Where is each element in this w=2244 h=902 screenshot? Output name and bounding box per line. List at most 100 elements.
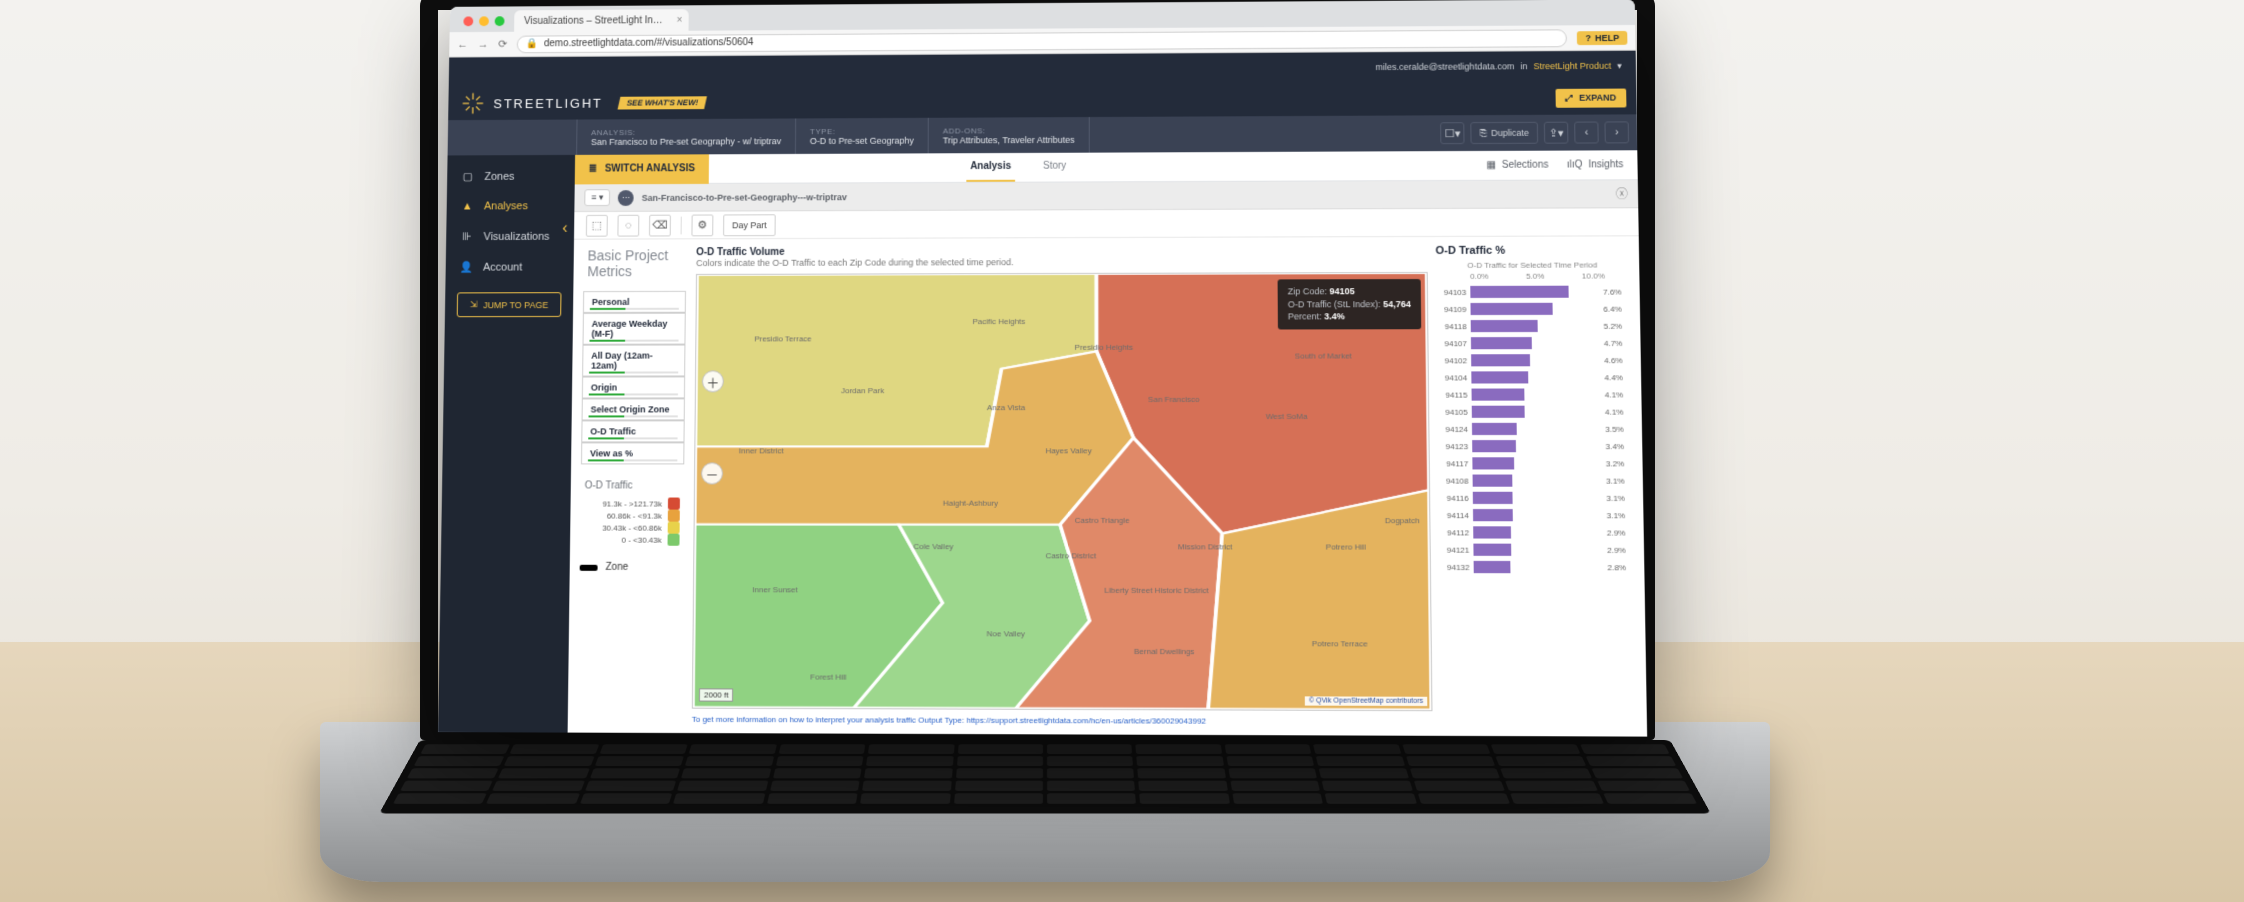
crumb-menu-button[interactable]: ≡ ▾ xyxy=(584,189,610,206)
utility-tab-selections[interactable]: ▦Selections xyxy=(1486,160,1548,171)
browser-tab[interactable]: Visualizations – StreetLight In… × xyxy=(514,9,688,32)
nav-reload-icon[interactable]: ⟳ xyxy=(498,38,507,51)
brand-logo[interactable]: STREETLIGHT xyxy=(460,90,603,116)
bookmark-button[interactable]: ☐▾ xyxy=(1440,122,1464,144)
neighborhood-label: Dogpatch xyxy=(1385,516,1420,525)
filter-select-origin-zone[interactable]: Select Origin Zone xyxy=(582,398,685,420)
bar-row[interactable]: 941212.9% xyxy=(1439,543,1634,557)
bar-row[interactable]: 941173.2% xyxy=(1438,456,1633,470)
bar-row[interactable]: 941024.6% xyxy=(1437,353,1631,367)
legend-row-label: 60.86k - <91.3k xyxy=(607,511,662,520)
url-input[interactable]: 🔒 demo.streetlightdata.com/#/visualizati… xyxy=(517,29,1568,53)
filter-origin[interactable]: Origin xyxy=(582,376,685,398)
jump-icon: ⇲ xyxy=(470,299,478,310)
bar-fill xyxy=(1473,526,1511,538)
expand-button[interactable]: ⤢ EXPAND xyxy=(1555,88,1626,107)
pager-next-button[interactable]: › xyxy=(1604,121,1629,143)
crumb-dot-button[interactable]: ⋯ xyxy=(618,190,634,206)
select-lasso-icon[interactable]: ◌ xyxy=(617,214,639,236)
bar-row[interactable]: 941074.7% xyxy=(1436,336,1630,350)
bar-track xyxy=(1471,320,1600,332)
legend-row-label: 0 - <30.43k xyxy=(621,535,661,544)
map-column: O-D Traffic Volume Colors indicate the O… xyxy=(688,237,1437,736)
help-label: HELP xyxy=(1595,32,1619,42)
bar-track xyxy=(1471,337,1600,349)
brand-mark-icon xyxy=(460,91,486,117)
filter-personal[interactable]: Personal xyxy=(583,291,686,313)
map-help-text: To get more information on how to interp… xyxy=(692,714,1433,727)
chart-column: O-D Traffic % O-D Traffic for Selected T… xyxy=(1431,236,1647,736)
breadcrumb-close-icon[interactable]: ⓧ xyxy=(1616,185,1628,202)
utility-tab-label: Selections xyxy=(1502,160,1549,171)
breadcrumb-bar: ≡ ▾ ⋯ San-Francisco-to-Pre-set-Geography… xyxy=(574,180,1638,212)
bar-row[interactable]: 941143.1% xyxy=(1438,508,1633,522)
select-rect-icon[interactable]: ⬚ xyxy=(586,214,608,236)
map-help-link[interactable]: https://support.streetlightdata.com/hc/e… xyxy=(966,715,1206,725)
daypart-button[interactable]: Day Part xyxy=(723,214,776,236)
bar-row[interactable]: 941233.4% xyxy=(1438,439,1633,453)
sidebar-item-visualizations[interactable]: ⊪Visualizations xyxy=(446,221,574,252)
bar-row[interactable]: 941185.2% xyxy=(1436,319,1630,333)
bar-label: 94112 xyxy=(1439,528,1470,537)
jump-to-page-button[interactable]: ⇲ JUMP TO PAGE xyxy=(457,292,562,317)
duplicate-button[interactable]: ⎘ Duplicate xyxy=(1471,122,1539,144)
window-close-icon[interactable] xyxy=(463,16,473,26)
filter-all-day-12am-12am-[interactable]: All Day (12am-12am) xyxy=(582,345,685,377)
bar-row[interactable]: 941096.4% xyxy=(1436,302,1630,316)
product-link[interactable]: StreetLight Product xyxy=(1533,61,1611,71)
switch-analysis-button[interactable]: ≣ SWITCH ANALYSIS xyxy=(575,154,709,184)
product-dropdown-icon[interactable]: ▾ xyxy=(1617,60,1622,71)
filter-average-weekday-m-f-[interactable]: Average Weekday (M-F) xyxy=(583,313,686,345)
sidebar-item-zones[interactable]: ▢Zones xyxy=(447,161,575,192)
bar-row[interactable]: 941122.9% xyxy=(1439,525,1634,539)
bar-label: 94124 xyxy=(1437,424,1468,433)
sidebar-collapse-icon[interactable]: ‹ xyxy=(562,220,567,238)
bar-row[interactable]: 941163.1% xyxy=(1438,491,1633,505)
whats-new-badge[interactable]: SEE WHAT'S NEW! xyxy=(617,96,707,109)
bar-track xyxy=(1473,492,1603,504)
bar-row[interactable]: 941044.4% xyxy=(1437,370,1631,384)
export-button[interactable]: ⇪▾ xyxy=(1544,122,1569,144)
bar-fill xyxy=(1470,286,1568,298)
tab-story[interactable]: Story xyxy=(1039,153,1070,182)
bar-row[interactable]: 941322.8% xyxy=(1439,560,1634,575)
pager-prev-button[interactable]: ‹ xyxy=(1574,122,1599,144)
help-button[interactable]: ? HELP xyxy=(1577,30,1627,44)
nav-forward-icon[interactable]: → xyxy=(478,38,489,50)
filter-o-d-traffic[interactable]: O-D Traffic xyxy=(581,420,684,442)
bar-row[interactable]: 941083.1% xyxy=(1438,474,1633,488)
legend-row: 0 - <30.43k xyxy=(580,534,684,546)
info-type-value: O-D to Pre-set Geography xyxy=(810,135,914,145)
settings-gear-icon[interactable]: ⚙ xyxy=(691,214,713,236)
sidebar-item-account[interactable]: 👤Account xyxy=(445,252,573,283)
sidebar-item-label: Visualizations xyxy=(483,230,549,242)
bar-value: 3.5% xyxy=(1605,424,1632,433)
bar-fill xyxy=(1473,492,1513,504)
window-minimize-icon[interactable] xyxy=(479,16,489,26)
window-controls[interactable] xyxy=(463,16,504,26)
window-zoom-icon[interactable] xyxy=(495,16,505,26)
bar-row[interactable]: 941154.1% xyxy=(1437,387,1631,401)
brand-wordmark: STREETLIGHT xyxy=(493,95,603,110)
neighborhood-label: Presidio Heights xyxy=(1075,343,1133,352)
map-zoom-in-icon[interactable]: ＋ xyxy=(702,370,724,392)
bar-row[interactable]: 941054.1% xyxy=(1437,405,1631,419)
map-canvas[interactable]: Presidio TerracePacific HeightsPresidio … xyxy=(692,272,1433,711)
info-analysis-value: San Francisco to Pre-set Geography - w/ … xyxy=(591,136,781,147)
bar-value: 3.2% xyxy=(1606,459,1633,468)
bar-value: 2.8% xyxy=(1607,563,1634,572)
chart-subtitle: O-D Traffic for Selected Time Period xyxy=(1436,260,1630,270)
bar-row[interactable]: 94124 3.5% xyxy=(1437,422,1631,436)
select-clear-icon[interactable]: ⌫ xyxy=(649,214,671,236)
utility-tab-insights[interactable]: ılıQInsights xyxy=(1567,159,1624,170)
filter-view-as-[interactable]: View as % xyxy=(581,442,684,464)
sidebar-item-analyses[interactable]: ▲Analyses xyxy=(446,191,574,221)
bar-row[interactable]: 941037.6% xyxy=(1436,285,1630,300)
tab-close-icon[interactable]: × xyxy=(677,15,683,26)
bar-value: 6.4% xyxy=(1603,304,1630,313)
duplicate-label: Duplicate xyxy=(1491,128,1529,138)
tab-analysis[interactable]: Analysis xyxy=(966,153,1015,182)
nav-back-icon[interactable]: ← xyxy=(457,38,468,50)
legend-row-label: 30.43k - <60.86k xyxy=(602,523,662,532)
map-zoom-out-icon[interactable]: － xyxy=(701,462,723,484)
